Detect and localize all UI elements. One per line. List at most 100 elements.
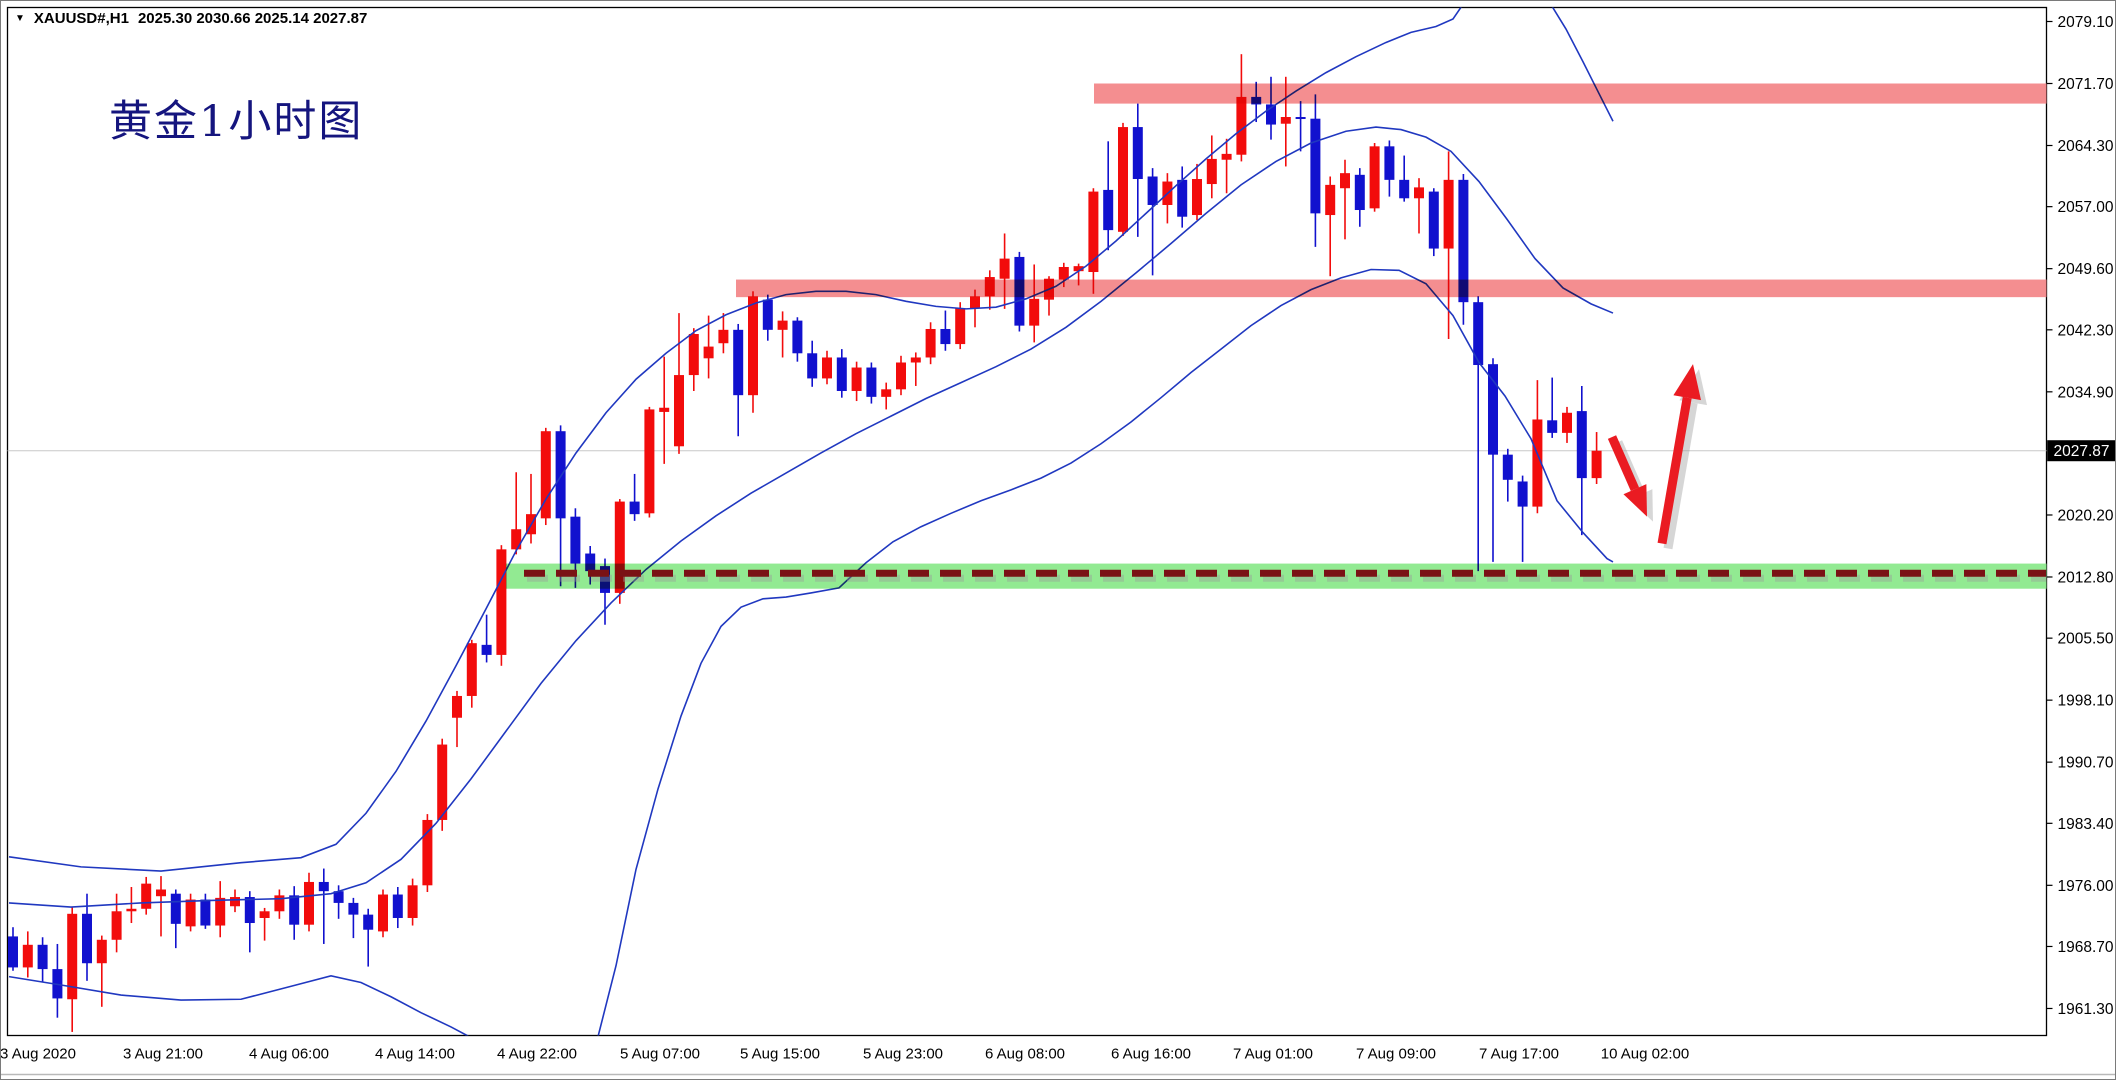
candle (407, 878, 418, 926)
price-tick-label: 2057.00 (2058, 199, 2114, 216)
symbol-info-bar: ▼ XAUUSD#,H1 2025.30 2030.66 2025.14 202… (15, 10, 367, 27)
candle (141, 876, 152, 915)
bollinger-middle (8, 126, 1614, 908)
symbol-label: XAUUSD#,H1 (33, 10, 129, 27)
candle (126, 886, 137, 924)
candle (437, 738, 448, 831)
candle (259, 907, 270, 941)
candle (1443, 151, 1454, 340)
candle (1162, 173, 1173, 224)
price-tick-label: 2042.30 (2058, 322, 2114, 339)
candle (526, 473, 536, 544)
candle (1576, 385, 1587, 536)
candles-series (8, 54, 1602, 1032)
candle (1310, 94, 1321, 247)
price-tick-label: 2064.30 (2058, 138, 2114, 155)
plot-area[interactable] (7, 1, 2055, 1044)
candle (378, 889, 388, 938)
time-axis[interactable]: 3 Aug 2020 3 Aug 21:00 4 Aug 06:00 4 Aug 14… (1, 1046, 1689, 1063)
candle (82, 893, 92, 981)
candle (881, 382, 892, 410)
candle (836, 349, 847, 398)
candle (1414, 178, 1424, 234)
candle (1088, 188, 1099, 294)
candle (940, 310, 951, 351)
time-tick-label: 7 Aug 01:00 (1233, 1046, 1313, 1063)
price-tick-label: 2012.80 (2058, 569, 2114, 586)
candle (777, 311, 788, 358)
resistance-zone-lower[interactable] (736, 279, 2054, 298)
arrow-down-annotation[interactable] (1607, 435, 1647, 517)
candle (851, 361, 862, 402)
candle (348, 897, 359, 939)
candle (1428, 188, 1439, 257)
candle (244, 891, 255, 953)
price-tick-label: 2049.60 (2058, 261, 2114, 278)
ohlc-values: 2025.30 2030.66 2025.14 2027.87 (137, 10, 368, 27)
candle (1340, 159, 1350, 240)
price-tick-label: 2034.90 (2058, 384, 2114, 401)
current-price-label-bg (2047, 440, 2115, 462)
candle (392, 886, 403, 929)
candle (1473, 296, 1484, 572)
candle (688, 328, 699, 391)
candle (111, 893, 122, 953)
time-tick-label: 6 Aug 16:00 (1111, 1046, 1191, 1063)
time-tick-label: 7 Aug 09:00 (1356, 1046, 1436, 1063)
resistance-zone-upper[interactable] (1094, 83, 2047, 104)
candle (733, 323, 744, 437)
candle (1192, 163, 1202, 221)
price-tick-label: 2079.10 (2058, 14, 2114, 31)
time-tick-label: 7 Aug 17:00 (1479, 1046, 1559, 1063)
candle (156, 876, 166, 937)
candle (466, 639, 477, 708)
price-tick-label: 1976.00 (2058, 878, 2114, 895)
candle (318, 868, 329, 944)
price-tick-label: 1968.70 (2058, 939, 2114, 956)
candle (1384, 140, 1395, 197)
time-tick-label: 4 Aug 06:00 (249, 1046, 329, 1063)
candle (1206, 135, 1217, 199)
time-tick-label: 5 Aug 07:00 (620, 1046, 700, 1063)
candle (1118, 122, 1128, 236)
candle (866, 362, 877, 404)
candle (1532, 380, 1543, 514)
time-tick-label: 10 Aug 02:00 (1601, 1046, 1689, 1063)
candle (1502, 448, 1513, 502)
candle (1562, 406, 1572, 443)
candle (363, 908, 374, 967)
candle (1236, 54, 1247, 162)
candle (511, 472, 522, 555)
candle (1547, 377, 1558, 438)
candle (807, 340, 818, 387)
candle (718, 313, 729, 354)
candle (185, 893, 196, 932)
candle (215, 881, 226, 938)
candle (1147, 168, 1158, 276)
candle (1295, 101, 1306, 152)
candle (555, 425, 566, 587)
price-axis[interactable]: 2079.10 2071.70 2064.30 2057.00 2049.60 2042.… (2046, 14, 2116, 1018)
price-tick-label: 1990.70 (2058, 755, 2114, 772)
candle (1354, 168, 1365, 227)
candle (22, 931, 33, 978)
bollinger-lower_a (8, 974, 469, 1036)
time-tick-label: 6 Aug 08:00 (985, 1046, 1065, 1063)
candle (304, 872, 314, 932)
candle (540, 427, 551, 526)
candle (896, 355, 906, 396)
candle (792, 317, 803, 362)
candle (1488, 358, 1498, 562)
symbol-dropdown-icon[interactable]: ▼ (15, 12, 25, 24)
candle (200, 893, 211, 929)
candle (452, 690, 462, 748)
plot-border (6, 6, 2048, 1037)
candle (8, 927, 18, 971)
price-tick-label: 1998.10 (2058, 693, 2114, 710)
candle (1458, 173, 1469, 325)
candle (37, 937, 48, 982)
arrow-up-annotation[interactable] (1657, 364, 1702, 545)
bollinger-lower_b (597, 268, 1614, 1036)
candle (96, 935, 107, 1007)
